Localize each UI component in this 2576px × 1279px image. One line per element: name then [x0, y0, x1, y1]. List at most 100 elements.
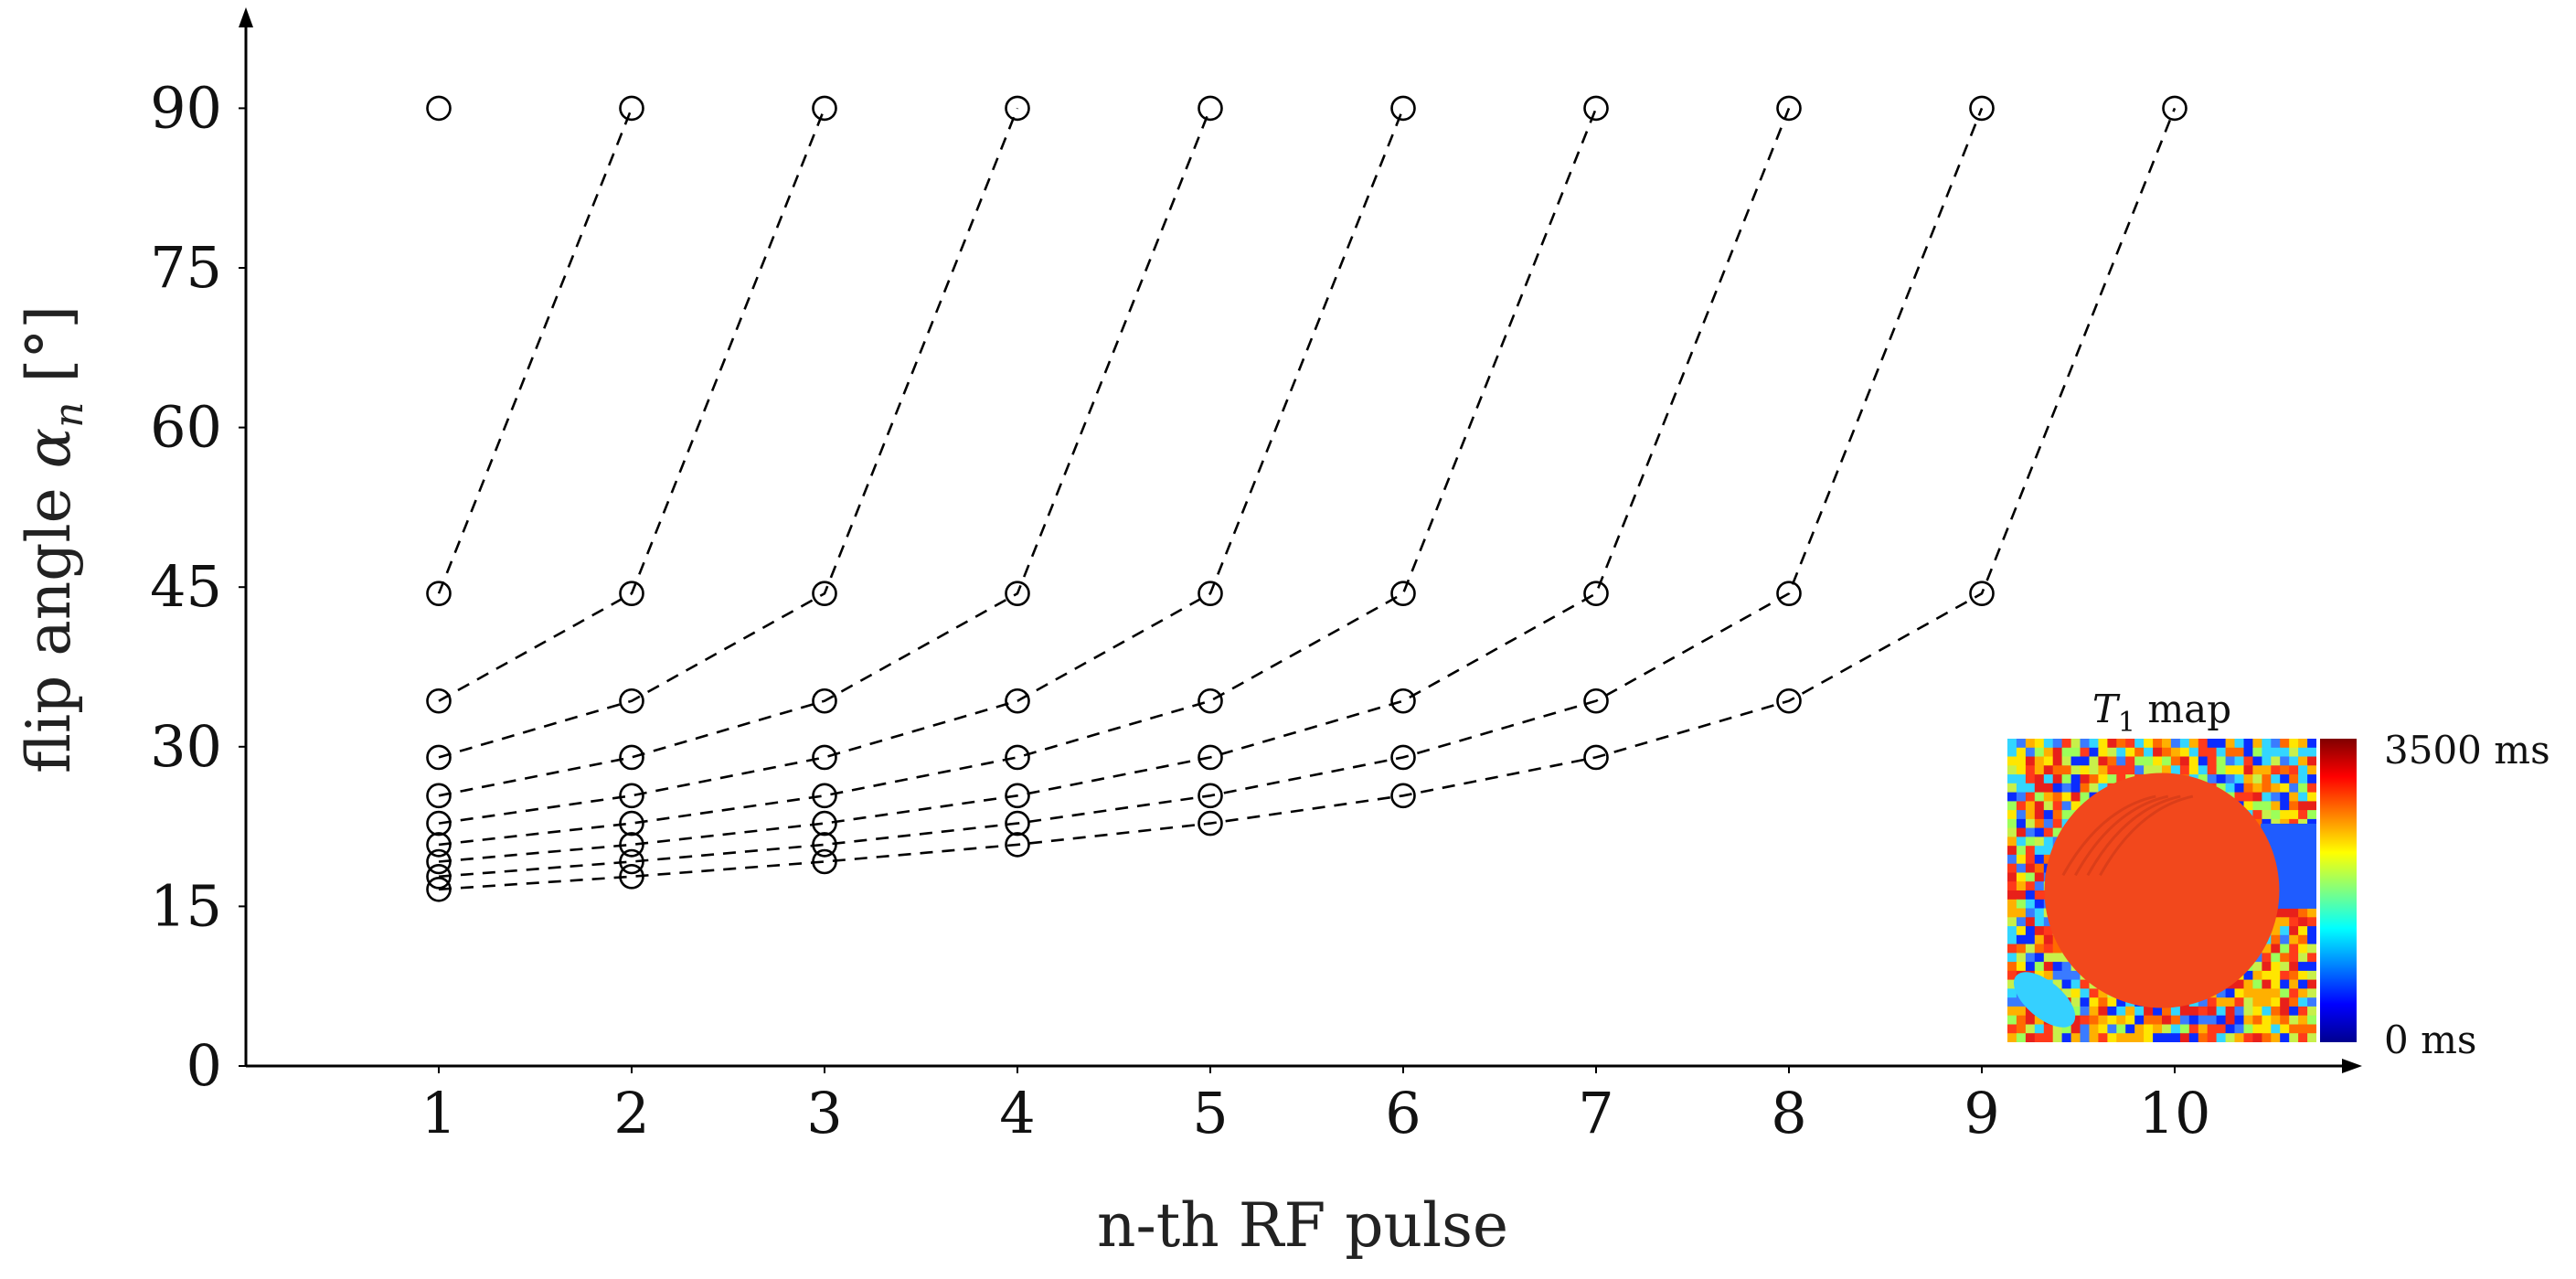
- map-pixel: [2289, 739, 2299, 749]
- map-pixel: [2153, 747, 2163, 758]
- t1-colorbar: [2320, 739, 2357, 1042]
- map-pixel: [2080, 1024, 2090, 1034]
- map-pixel: [2034, 962, 2045, 972]
- map-pixel: [2052, 1033, 2063, 1042]
- map-pixel: [2153, 765, 2163, 775]
- map-pixel: [2207, 756, 2218, 766]
- map-pixel: [2043, 801, 2054, 811]
- map-pixel: [2144, 739, 2154, 749]
- map-pixel: [2307, 801, 2316, 811]
- data-point: [426, 848, 452, 875]
- map-pixel: [2007, 988, 2017, 998]
- map-pixel: [2207, 774, 2218, 784]
- map-pixel: [2162, 765, 2172, 775]
- map-pixel: [2043, 917, 2054, 927]
- map-pixel: [2034, 881, 2045, 891]
- x-tick-label: 10: [2139, 1080, 2211, 1146]
- map-pixel: [2207, 1006, 2218, 1017]
- x-tick-label: 7: [1578, 1080, 1613, 1146]
- series-3: [426, 95, 1030, 771]
- map-pixel: [2243, 739, 2253, 749]
- map-pixel: [2271, 810, 2281, 820]
- map-pixel: [2179, 1024, 2190, 1034]
- plot-area: [426, 95, 2187, 902]
- data-point: [426, 744, 452, 771]
- map-pixel: [2070, 756, 2081, 766]
- map-pixel: [2034, 765, 2045, 775]
- t1-map-title-suffix: map: [2135, 687, 2231, 731]
- map-pixel: [2216, 1006, 2227, 1017]
- map-pixel: [2016, 801, 2027, 811]
- map-pixel: [2289, 765, 2299, 775]
- map-pixel: [2070, 1006, 2081, 1017]
- map-pixel: [2007, 747, 2017, 758]
- map-pixel: [2271, 934, 2281, 945]
- map-pixel: [2125, 1006, 2135, 1017]
- map-pixel: [2289, 962, 2299, 972]
- map-pixel: [2307, 962, 2316, 972]
- map-pixel: [2061, 962, 2072, 972]
- map-pixel: [2271, 756, 2281, 766]
- map-pixel: [2234, 997, 2244, 1007]
- map-pixel: [2025, 837, 2036, 847]
- map-pixel: [2298, 979, 2308, 989]
- map-pixel: [2298, 783, 2308, 794]
- y-tick-label: 15: [150, 872, 222, 939]
- data-point: [426, 864, 452, 890]
- map-pixel: [2243, 756, 2253, 766]
- map-pixel: [2307, 783, 2316, 794]
- map-pixel: [2198, 1006, 2209, 1017]
- data-point: [812, 687, 837, 714]
- map-pixel: [2298, 908, 2308, 918]
- map-pixel: [2207, 747, 2218, 758]
- map-pixel: [2125, 747, 2135, 758]
- map-pixel: [2061, 747, 2072, 758]
- map-pixel: [2016, 827, 2027, 837]
- axes: [239, 7, 2362, 1073]
- map-pixel: [2198, 739, 2209, 749]
- map-pixel: [2043, 792, 2054, 802]
- map-pixel: [2125, 1024, 2135, 1034]
- map-pixel: [2298, 756, 2308, 766]
- map-pixel: [2043, 810, 2054, 820]
- map-pixel: [2298, 934, 2308, 945]
- map-pixel: [2134, 1006, 2145, 1017]
- map-pixel: [2307, 943, 2316, 954]
- y-tick-label: 30: [150, 713, 222, 780]
- map-pixel: [2034, 854, 2045, 865]
- data-point: [1776, 581, 1802, 606]
- map-pixel: [2061, 1033, 2072, 1042]
- map-pixel: [2034, 818, 2045, 829]
- map-pixel: [2052, 827, 2063, 837]
- map-ripple: [2061, 794, 2156, 877]
- data-point: [1198, 581, 1223, 606]
- map-pixel: [2007, 1015, 2017, 1026]
- map-pixel: [2216, 747, 2227, 758]
- map-pixel: [2289, 774, 2299, 784]
- map-pixel: [2089, 988, 2099, 998]
- map-pixel: [2252, 774, 2262, 784]
- map-pixel: [2025, 943, 2036, 954]
- map-pixel: [2016, 917, 2027, 927]
- map-pixel: [2007, 962, 2017, 972]
- map-pixel: [2225, 765, 2236, 775]
- map-pixel: [2207, 1024, 2218, 1034]
- y-axis-ticks: 0 15 30 45 60 75 90: [150, 74, 246, 1099]
- series-line: [437, 107, 633, 594]
- map-pixel: [2216, 1033, 2227, 1042]
- map-pixel: [2179, 1015, 2190, 1026]
- map-pixel: [2225, 739, 2236, 749]
- data-point: [1198, 687, 1223, 714]
- map-pixel: [2016, 899, 2027, 910]
- map-pixel: [2162, 1033, 2172, 1042]
- y-axis-arrow: [239, 7, 253, 27]
- map-pixel: [2271, 774, 2281, 784]
- series-line: [438, 107, 2177, 891]
- x-tick-label: 4: [999, 1080, 1035, 1146]
- map-pixel: [2280, 943, 2290, 954]
- map-pixel: [2034, 846, 2045, 856]
- map-pixel: [2089, 765, 2099, 775]
- map-pixel: [2207, 1033, 2218, 1042]
- map-pixel: [2252, 1006, 2262, 1017]
- map-pixel: [2089, 739, 2099, 749]
